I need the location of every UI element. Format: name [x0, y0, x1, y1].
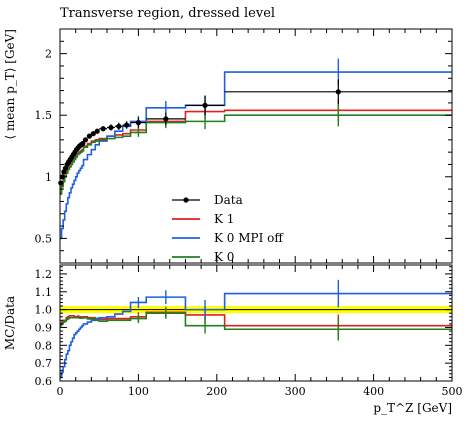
- legend-label: Data: [214, 193, 243, 207]
- data-point: [82, 137, 89, 143]
- series-line-k-0: [60, 114, 452, 195]
- ratio-y-tick-label: 0.8: [35, 339, 53, 352]
- data-point: [202, 102, 208, 108]
- legend-label: K 0 MPI off: [214, 231, 284, 245]
- chart-title: Transverse region, dressed level: [60, 6, 275, 21]
- data-point: [94, 128, 100, 134]
- data-point: [116, 123, 122, 129]
- y-tick-label: 2: [45, 48, 52, 61]
- ratio-line-k-0: [60, 312, 452, 331]
- top-panel-frame: [59, 28, 453, 264]
- ratio-panel-frame: [59, 264, 453, 382]
- ratio-y-tick-label: 1.0: [35, 304, 53, 317]
- x-tick-label: 100: [128, 385, 149, 398]
- ratio-y-tick-label: 0.7: [35, 357, 53, 370]
- data-point: [124, 122, 130, 128]
- data-point: [58, 180, 64, 186]
- legend-data-marker: [183, 197, 189, 203]
- x-tick-label: 200: [206, 385, 227, 398]
- y-tick-label: 0.5: [35, 232, 53, 245]
- data-point: [100, 126, 106, 132]
- ratio-y-tick-label: 1.2: [35, 268, 53, 281]
- x-tick-label: 300: [285, 385, 306, 398]
- ratio-y-tick-label: 0.9: [35, 321, 53, 334]
- data-point: [135, 120, 141, 126]
- data-point: [108, 124, 114, 131]
- legend-label: K 1: [214, 212, 234, 226]
- y-tick-label: 1: [45, 171, 52, 184]
- legend-label: K 0: [214, 250, 234, 264]
- y-axis-label: ⟨ mean p_T⟩ [GeV]: [3, 29, 17, 140]
- x-tick-label: 500: [442, 385, 463, 398]
- x-tick-label: 0: [57, 385, 64, 398]
- ratio-y-tick-label: 1.1: [35, 286, 53, 299]
- ratio-line-k-1: [60, 311, 452, 327]
- data-point: [163, 116, 169, 122]
- data-point: [80, 140, 86, 147]
- y-tick-label: 1.5: [35, 109, 53, 122]
- x-tick-label: 400: [363, 385, 384, 398]
- x-axis-label: p_T^Z [GeV]: [373, 401, 452, 415]
- data-point: [90, 131, 96, 137]
- data-point: [335, 89, 341, 95]
- ratio-line-k-0-mpi-off: [60, 292, 452, 379]
- data-point: [86, 133, 92, 139]
- series-line-k-0-mpi-off: [60, 71, 452, 240]
- ratio-y-axis-label: MC/Data: [3, 296, 17, 350]
- ratio-y-tick-label: 0.6: [35, 375, 53, 388]
